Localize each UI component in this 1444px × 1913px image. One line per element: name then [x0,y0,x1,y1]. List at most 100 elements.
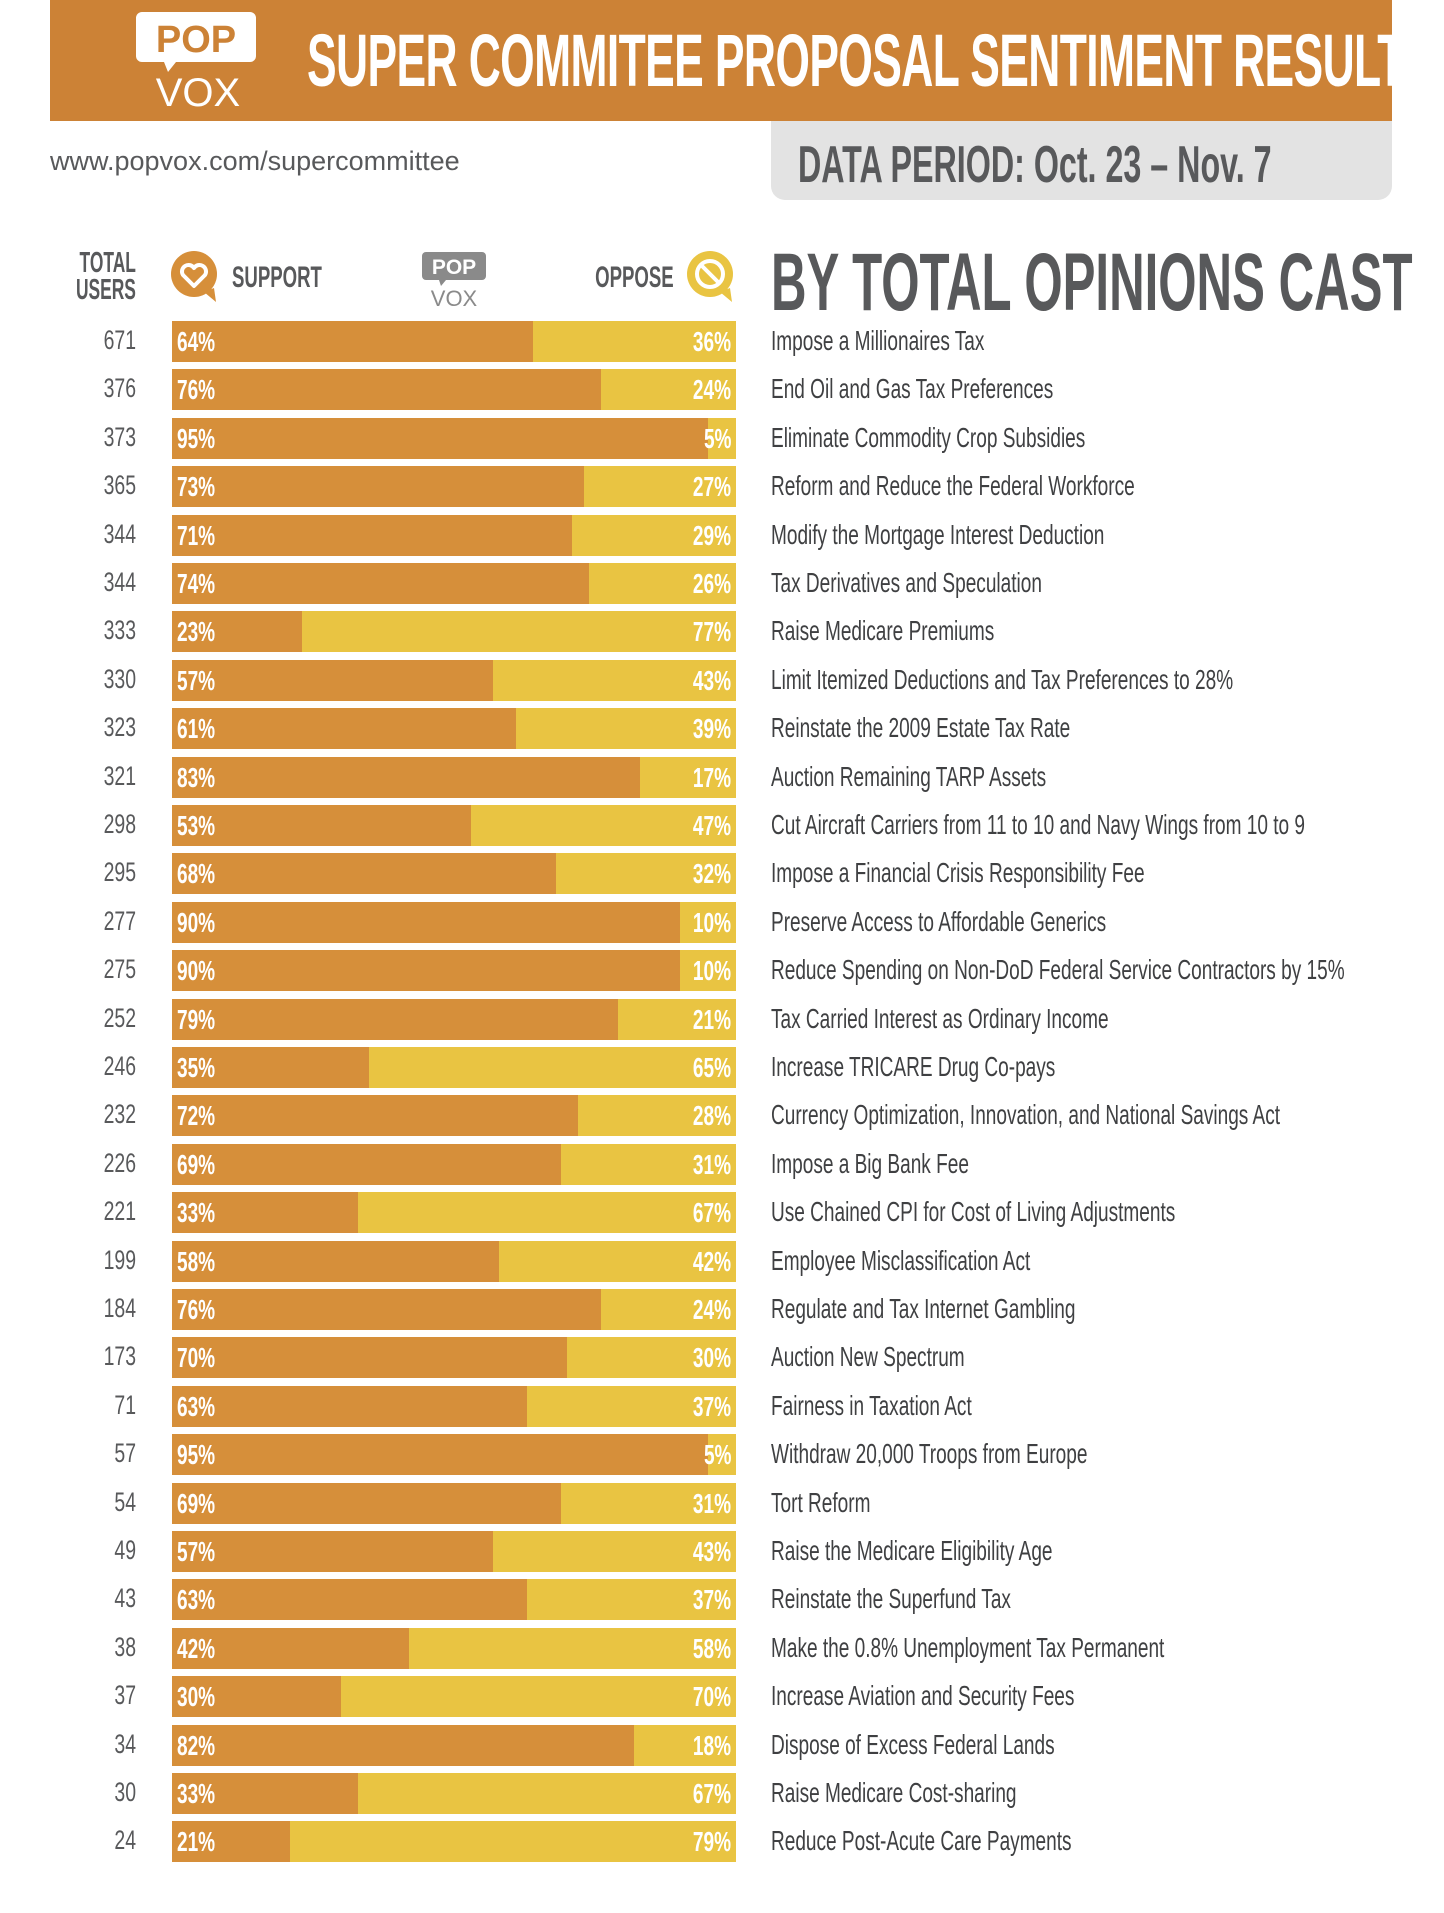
support-percent: 95% [177,422,216,454]
oppose-bar: 57% 43% [172,659,736,701]
oppose-bar: 95% 5% [172,417,736,459]
logo-pop-text: POP [156,19,236,61]
total-users-value: 330 [103,663,136,694]
proposal-label: Auction New Spectrum [771,1341,965,1373]
support-bar [172,659,494,701]
support-percent: 61% [177,713,216,745]
proposal-label: Impose a Financial Crisis Responsibility… [771,857,1145,889]
proposal-label: Reform and Reduce the Federal Workforce [771,470,1135,502]
total-users-value: 37 [114,1680,136,1711]
oppose-bar: 23% 77% [172,611,736,653]
oppose-bar: 83% 17% [172,756,736,798]
chart-row: 323 61% 39% Reinstate the 2009 Estate Tax R… [0,708,1444,750]
support-bar [172,1192,359,1234]
proposal-label: Use Chained CPI for Cost of Living Adjus… [771,1196,1176,1228]
oppose-bar: 74% 26% [172,563,736,604]
total-users-value: 275 [103,954,136,985]
chart-row: 30 33% 67% Raise Medicare Cost-sharing [0,1773,1444,1814]
support-percent: 33% [177,1197,216,1229]
total-users-value: 321 [103,760,136,791]
support-percent: 74% [177,568,216,599]
total-users-value: 333 [103,615,136,646]
total-users-value: 184 [103,1293,136,1323]
chart-row: 38 42% 58% Make the 0.8% Unemployment Tax P… [0,1627,1444,1669]
oppose-bar: 71% 29% [172,514,736,556]
header-banner [50,0,1392,121]
proposal-label: Increase TRICARE Drug Co-pays [771,1051,1056,1082]
oppose-bar: 63% 37% [172,1385,736,1427]
support-bar [172,466,584,508]
support-bar [172,1240,500,1282]
support-bar [172,1579,528,1621]
chart-row: 344 71% 29% Modify the Mortgage Interest De… [0,514,1444,556]
oppose-bar: 42% 58% [172,1627,736,1669]
oppose-percent: 77% [692,616,731,648]
total-users-value: 373 [103,421,136,452]
total-users-value: 298 [103,809,136,839]
proposal-label: Reduce Post-Acute Care Payments [771,1825,1072,1857]
oppose-percent: 21% [692,1003,731,1035]
proposal-label: Impose a Millionaires Tax [771,325,985,356]
oppose-percent: 37% [692,1584,731,1616]
support-percent: 64% [177,326,216,357]
logo-vox-text: VOX [156,71,240,110]
chart-row: 295 68% 32% Impose a Financial Crisis Respo… [0,853,1444,895]
support-bar [172,708,517,750]
proposal-label: Eliminate Commodity Crop Subsidies [771,421,1086,453]
total-users-value: 71 [114,1389,136,1420]
oppose-bar: 61% 39% [172,708,736,750]
oppose-bar: 95% 5% [172,1434,736,1476]
oppose-bar: 70% 30% [172,1337,736,1379]
oppose-percent: 42% [692,1245,731,1277]
total-users-line1: TOTAL [79,247,136,279]
oppose-percent: 32% [692,858,731,890]
oppose-percent: 37% [692,1390,731,1422]
chart-row: 333 23% 77% Raise Medicare Premiums [0,611,1444,653]
support-bar [172,950,680,992]
chart-row: 34 82% 18% Dispose of Excess Federal Lands [0,1724,1444,1766]
support-bar [172,1773,359,1814]
oppose-bar: 53% 47% [172,805,736,846]
chart-row: 71 63% 37% Fairness in Taxation Act [0,1385,1444,1427]
oppose-percent: 43% [692,1536,731,1567]
total-users-value: 43 [114,1583,136,1614]
support-bar [172,756,641,798]
oppose-percent: 36% [692,326,731,357]
support-percent: 69% [177,1148,216,1180]
proposal-label: Reinstate the 2009 Estate Tax Rate [771,712,1071,744]
proposal-label: Raise the Medicare Eligibility Age [771,1535,1053,1566]
total-users-value: 323 [103,712,136,743]
total-users-value: 34 [114,1728,136,1759]
total-users-value: 376 [103,373,136,404]
support-percent: 90% [177,955,216,987]
total-users-value: 173 [103,1341,136,1372]
total-users-value: 344 [103,518,136,549]
chart-row: 54 69% 31% Tort Reform [0,1482,1444,1524]
proposal-label: Reduce Spending on Non-DoD Federal Servi… [771,954,1345,986]
proposal-label: Preserve Access to Affordable Generics [771,905,1107,937]
support-percent: 71% [177,519,216,551]
oppose-percent: 79% [692,1826,731,1858]
total-users-value: 277 [103,905,136,936]
oppose-bar: 69% 31% [172,1143,736,1185]
support-percent: 23% [177,616,216,648]
oppose-bar: 58% 42% [172,1240,736,1282]
support-bar [172,1531,494,1572]
oppose-bar: 76% 24% [172,1289,736,1330]
chart-row: 173 70% 30% Auction New Spectrum [0,1337,1444,1379]
chart-row: 221 33% 67% Use Chained CPI for Cost of Liv… [0,1192,1444,1234]
data-period-box: DATA PERIOD: Oct. 23 – Nov. 7 [771,121,1392,200]
support-bar [172,998,618,1040]
oppose-bar: 79% 21% [172,998,736,1040]
support-percent: 69% [177,1487,216,1519]
support-bar [172,514,573,556]
support-percent: 73% [177,471,216,503]
total-users-value: 344 [103,567,136,597]
support-percent: 90% [177,906,216,938]
support-percent: 76% [177,374,216,406]
oppose-percent: 39% [692,713,731,745]
chart-row: 365 73% 27% Reform and Reduce the Federal W… [0,466,1444,508]
oppose-percent: 67% [692,1778,731,1809]
oppose-bar: 69% 31% [172,1482,736,1524]
legend-support: SUPPORT [232,261,322,294]
